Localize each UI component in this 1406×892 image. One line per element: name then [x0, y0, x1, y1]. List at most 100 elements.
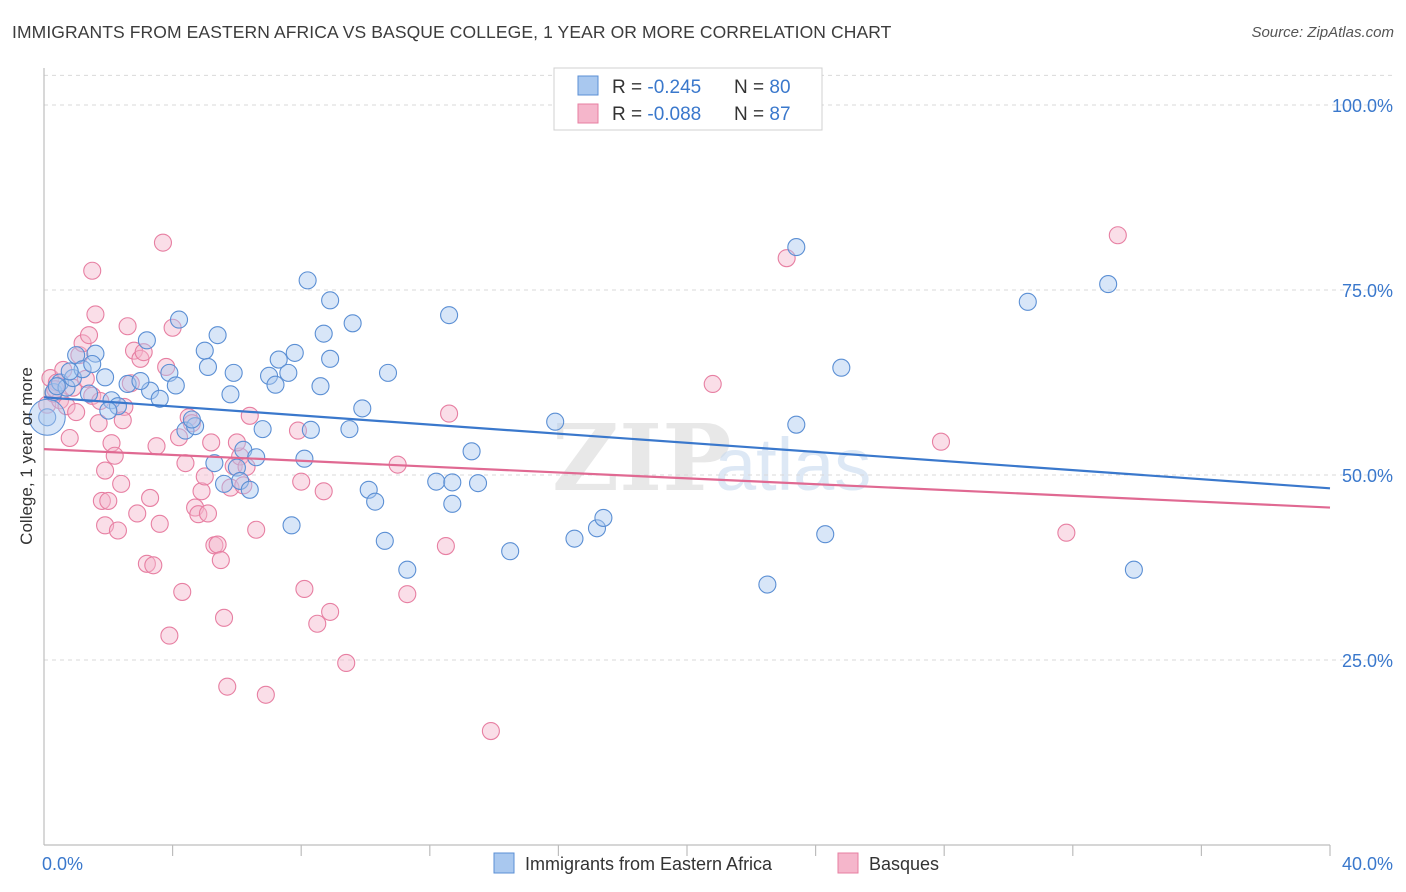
basques-point: [153, 233, 173, 252]
basques-point: [398, 585, 417, 604]
basques-point: [128, 504, 147, 523]
basques-point: [157, 357, 176, 377]
svg-text:R = -0.088: R = -0.088: [612, 104, 701, 125]
legend-r-value-2: -0.088: [647, 104, 701, 125]
eastern-africa-point: [443, 494, 462, 513]
eastern-africa-point: [787, 238, 806, 257]
series-legend-label-basques: Basques: [869, 854, 939, 874]
eastern-africa-points: [28, 238, 1143, 594]
eastern-africa-point: [83, 354, 102, 374]
basques-point: [108, 521, 127, 540]
eastern-africa-point: [565, 529, 584, 548]
eastern-africa-point: [47, 377, 66, 396]
basques-point: [214, 608, 234, 627]
eastern-africa-point: [321, 349, 340, 368]
eastern-africa-point: [266, 375, 285, 394]
eastern-africa-point: [198, 357, 218, 377]
legend-r-label-1: R =: [612, 77, 647, 98]
x-tick-label-max: 40.0%: [1342, 854, 1393, 874]
eastern-africa-point: [366, 492, 385, 511]
eastern-africa-point: [99, 401, 118, 420]
eastern-africa-point: [269, 350, 288, 369]
eastern-africa-point-large: [28, 398, 66, 436]
eastern-africa-point: [314, 324, 333, 343]
eastern-africa-point: [398, 560, 417, 579]
legend-swatch-blue: [577, 75, 599, 96]
basques-point: [192, 482, 211, 501]
legend-n-label-2: N =: [734, 104, 769, 125]
y-axis-label: College, 1 year or more: [17, 367, 36, 545]
basques-point: [144, 556, 163, 575]
basques-point: [112, 474, 131, 493]
basques-point: [169, 428, 189, 447]
eastern-africa-point: [343, 314, 362, 333]
legend-r-value-1: -0.245: [647, 77, 701, 98]
basques-point: [1057, 523, 1076, 542]
watermark-zip: ZIP: [552, 404, 731, 512]
eastern-africa-point: [137, 331, 156, 350]
eastern-africa-point: [79, 384, 99, 403]
y-tick-label: 100.0%: [1332, 96, 1393, 116]
eastern-africa-point: [546, 412, 565, 431]
eastern-africa-point: [166, 376, 185, 395]
eastern-africa-point: [594, 508, 613, 527]
eastern-africa-point: [279, 363, 298, 382]
basques-point: [227, 433, 246, 452]
legend-n-value-1: 80: [769, 77, 790, 98]
eastern-africa-point: [440, 306, 459, 325]
series-legend-swatch-basques: [837, 852, 859, 874]
basques-point: [288, 421, 308, 440]
eastern-africa-point: [227, 458, 246, 477]
eastern-africa-point: [311, 377, 330, 396]
legend-n-label-1: N =: [734, 77, 769, 98]
y-tick-labels: 25.0% 50.0% 75.0% 100.0%: [1332, 96, 1393, 671]
eastern-africa-point: [359, 480, 378, 499]
x-ticks: [172, 845, 1331, 856]
basques-point: [211, 551, 230, 570]
basques-point: [195, 467, 214, 486]
eastern-africa-point: [1124, 560, 1143, 579]
y-tick-label: 50.0%: [1342, 466, 1393, 486]
eastern-africa-point: [816, 525, 835, 544]
basques-point: [79, 326, 99, 345]
eastern-africa-point: [38, 408, 57, 427]
eastern-africa-point: [501, 542, 520, 561]
basques-point: [89, 414, 108, 433]
series-legend: Immigrants from Eastern Africa Basques: [493, 852, 939, 874]
x-tick-label-min: 0.0%: [42, 854, 83, 874]
eastern-africa-point: [353, 399, 372, 418]
basques-point: [92, 491, 111, 510]
eastern-africa-point: [221, 385, 240, 404]
series-legend-swatch-eastern-africa: [493, 852, 515, 874]
basques-point: [703, 374, 722, 394]
basques-point: [1108, 226, 1127, 245]
series-legend-label-eastern-africa: Immigrants from Eastern Africa: [525, 854, 773, 874]
basques-point: [113, 411, 132, 430]
basques-point: [321, 602, 340, 621]
legend-r-label-2: R =: [612, 104, 647, 125]
eastern-africa-point: [298, 271, 317, 290]
basques-point: [57, 397, 76, 416]
correlation-legend: R = -0.245 N = 80 R = -0.088 N = 87: [553, 67, 823, 131]
basques-point: [292, 472, 311, 491]
y-tick-label: 25.0%: [1342, 651, 1393, 671]
eastern-africa-point: [195, 341, 214, 360]
basques-point: [160, 626, 179, 645]
eastern-africa-point: [375, 531, 394, 550]
basques-point: [86, 305, 105, 324]
chart-title: IMMIGRANTS FROM EASTERN AFRICA VS BASQUE…: [12, 22, 892, 42]
basques-point: [308, 614, 327, 633]
eastern-africa-point: [176, 421, 195, 440]
basques-point: [176, 454, 195, 473]
legend-swatch-pink: [577, 103, 599, 124]
eastern-africa-point: [587, 519, 607, 538]
eastern-africa-point: [787, 415, 806, 434]
basques-point: [256, 685, 275, 704]
eastern-africa-point: [378, 363, 398, 382]
watermark: ZIP atlas: [552, 404, 871, 512]
svg-text:N = 80: N = 80: [734, 77, 791, 98]
basques-point: [295, 579, 314, 599]
basques-trend-line: [43, 448, 1331, 509]
eastern-africa-point: [169, 310, 189, 329]
